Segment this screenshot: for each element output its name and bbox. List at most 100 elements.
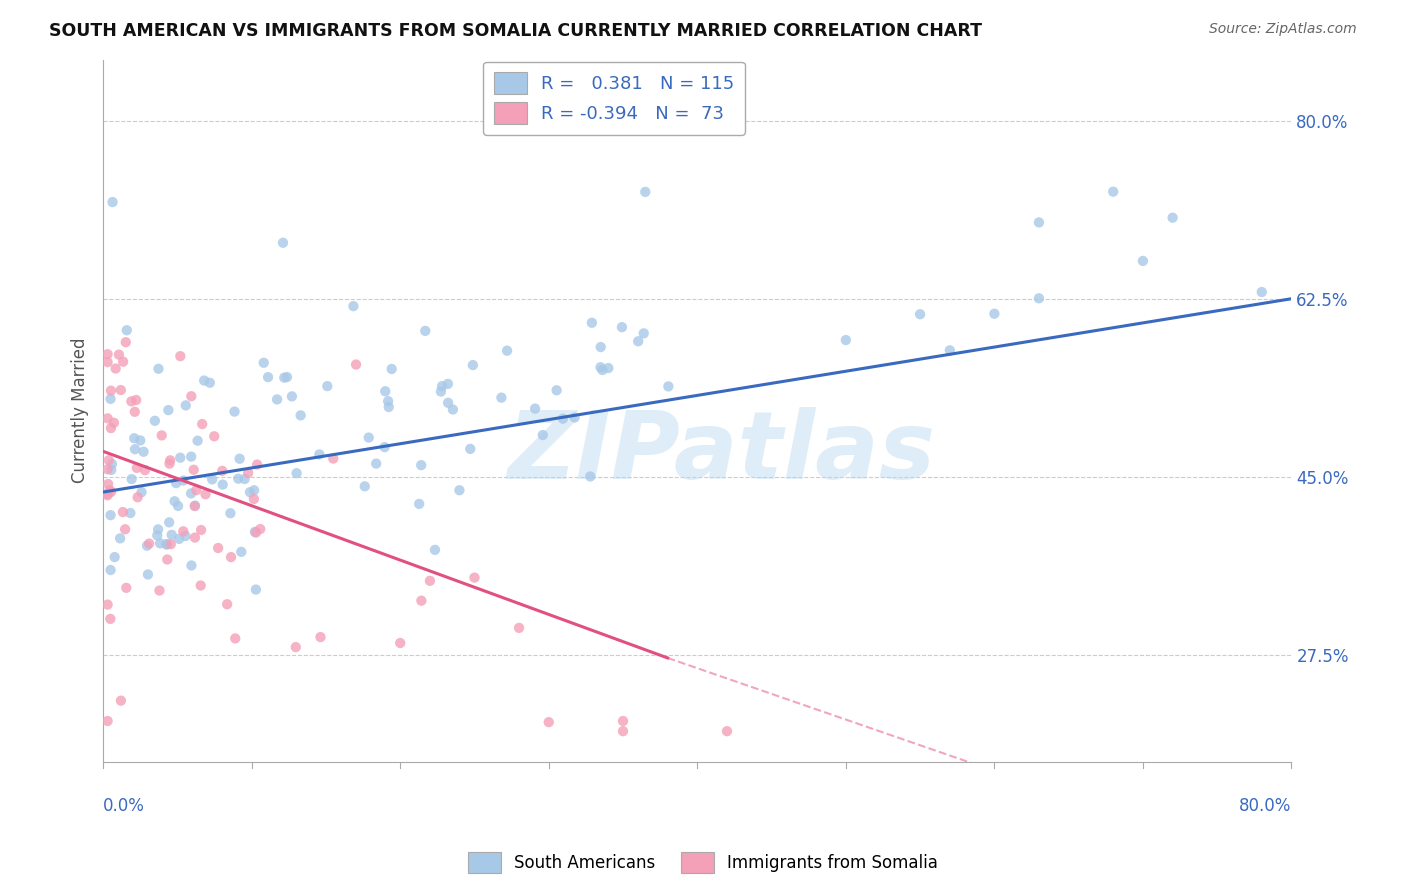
Point [423, 542, 446, 557]
Point [411, 593, 433, 607]
Point [148, 361, 170, 376]
Point [110, 694, 132, 708]
Point [97, 355, 120, 369]
Point [159, 457, 181, 471]
Point [134, 463, 156, 477]
Point [224, 632, 246, 646]
Point [589, 360, 612, 375]
Point [589, 340, 612, 354]
Point [193, 374, 215, 388]
Point [441, 402, 464, 417]
Point [217, 597, 239, 611]
Point [97, 411, 120, 425]
Point [146, 522, 169, 536]
Text: 80.0%: 80.0% [1239, 797, 1292, 815]
Point [183, 463, 205, 477]
Point [132, 444, 155, 458]
Point [1250, 285, 1272, 299]
Point [104, 361, 127, 376]
Point [419, 574, 441, 588]
Point [122, 431, 145, 445]
Point [103, 416, 125, 430]
Point [408, 497, 430, 511]
Point [939, 343, 962, 358]
Point [537, 715, 560, 730]
Point [908, 307, 931, 321]
Point [163, 494, 186, 508]
Point [97, 487, 120, 501]
Point [138, 536, 160, 550]
Point [169, 450, 191, 465]
Point [524, 401, 547, 416]
Point [129, 434, 152, 448]
Point [546, 384, 568, 398]
Point [276, 370, 298, 384]
Point [114, 522, 136, 536]
Point [165, 476, 187, 491]
Point [353, 479, 375, 493]
Point [598, 361, 620, 376]
Point [508, 621, 530, 635]
Point [97, 488, 120, 502]
Point [591, 363, 613, 377]
Point [245, 582, 267, 597]
Point [180, 450, 202, 464]
Point [309, 630, 332, 644]
Point [377, 394, 399, 409]
Point [983, 307, 1005, 321]
Point [627, 334, 650, 349]
Point [136, 567, 159, 582]
Point [413, 324, 436, 338]
Point [160, 528, 183, 542]
Point [108, 532, 131, 546]
Point [169, 349, 191, 363]
Point [389, 636, 412, 650]
Point [207, 541, 229, 555]
Point [100, 484, 122, 499]
Point [157, 516, 180, 530]
Point [381, 362, 404, 376]
Point [97, 347, 120, 361]
Point [657, 379, 679, 393]
Point [219, 506, 242, 520]
Point [187, 434, 209, 448]
Point [124, 442, 146, 457]
Text: ZIPatlas: ZIPatlas [508, 407, 935, 499]
Point [1161, 211, 1184, 225]
Point [167, 532, 190, 546]
Point [120, 506, 142, 520]
Point [172, 474, 194, 488]
Point [430, 379, 453, 393]
Point [246, 458, 269, 472]
Point [211, 464, 233, 478]
Y-axis label: Currently Married: Currently Married [72, 338, 89, 483]
Point [198, 376, 221, 390]
Point [374, 384, 396, 399]
Text: 0.0%: 0.0% [103, 797, 145, 815]
Point [243, 524, 266, 539]
Point [98, 483, 121, 498]
Point [111, 505, 134, 519]
Point [149, 536, 172, 550]
Point [190, 523, 212, 537]
Point [463, 571, 485, 585]
Point [243, 483, 266, 498]
Point [100, 392, 122, 406]
Point [1132, 254, 1154, 268]
Point [136, 539, 159, 553]
Point [271, 235, 294, 250]
Point [461, 358, 484, 372]
Point [357, 431, 380, 445]
Point [100, 563, 122, 577]
Point [97, 462, 120, 476]
Point [231, 545, 253, 559]
Legend: South Americans, Immigrants from Somalia: South Americans, Immigrants from Somalia [461, 846, 945, 880]
Point [156, 552, 179, 566]
Point [612, 724, 634, 739]
Point [143, 414, 166, 428]
Point [174, 398, 197, 412]
Point [115, 581, 138, 595]
Point [249, 522, 271, 536]
Point [273, 370, 295, 384]
Point [100, 384, 122, 398]
